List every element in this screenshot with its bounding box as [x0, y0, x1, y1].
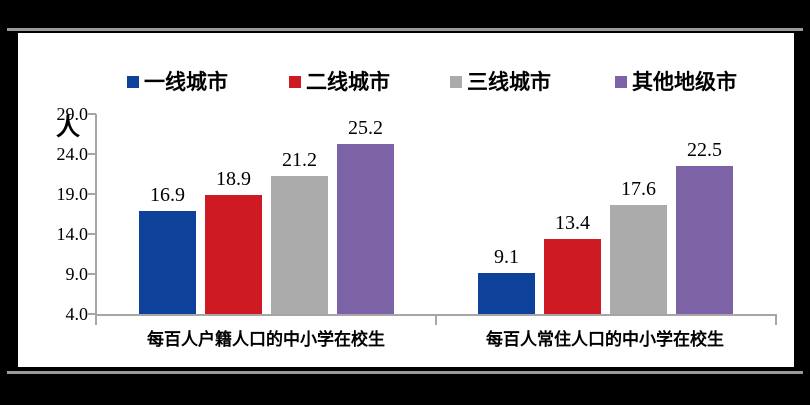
- y-tick-label: 9.0: [65, 264, 89, 284]
- y-tick-label: 29.0: [56, 104, 89, 124]
- y-tick-label: 4.0: [65, 304, 89, 324]
- legend-swatch: [450, 76, 462, 88]
- bar: [478, 273, 535, 314]
- y-tick-mark: [88, 233, 96, 235]
- chart-panel: 人 一线城市 二线城市 三线城市 其他地级市 29.0 24.0 19.0 14.0 9.0 4…: [18, 33, 794, 367]
- bar-value-label: 9.1: [494, 246, 519, 268]
- bar: [139, 211, 196, 314]
- bar: [676, 166, 733, 314]
- bar-value-label: 17.6: [621, 178, 656, 200]
- bar: [610, 205, 667, 314]
- y-tick-label: 24.0: [56, 144, 89, 164]
- y-axis-unit-label: 人: [56, 115, 80, 141]
- legend-item: 二线城市: [289, 69, 390, 95]
- y-tick-label: 14.0: [56, 224, 89, 244]
- legend-label: 二线城市: [306, 70, 390, 94]
- y-tick-mark: [88, 273, 96, 275]
- bar-value-label: 16.9: [150, 184, 185, 206]
- bar: [271, 176, 328, 314]
- bar: [337, 144, 394, 314]
- legend-label: 一线城市: [144, 70, 228, 94]
- bar: [544, 239, 601, 314]
- x-tick-mark: [95, 314, 97, 325]
- bar-value-label: 22.5: [687, 139, 722, 161]
- legend-swatch: [127, 76, 139, 88]
- y-tick-mark: [88, 193, 96, 195]
- category-label: 每百人常住人口的中小学在校生: [486, 330, 724, 349]
- legend-label: 其他地级市: [632, 70, 737, 94]
- legend-item: 其他地级市: [615, 69, 737, 95]
- legend-label: 三线城市: [467, 70, 551, 94]
- legend-item: 三线城市: [450, 69, 551, 95]
- bar-value-label: 18.9: [216, 168, 251, 190]
- bottom-rule: [7, 371, 803, 374]
- bar: [205, 195, 262, 314]
- bar-value-label: 13.4: [555, 212, 590, 234]
- category-label: 每百人户籍人口的中小学在校生: [147, 330, 385, 349]
- y-axis-line: [95, 114, 97, 316]
- y-tick-mark: [88, 113, 96, 115]
- x-tick-mark: [775, 314, 777, 325]
- legend-swatch: [289, 76, 301, 88]
- y-tick-label: 19.0: [56, 184, 89, 204]
- y-tick-mark: [88, 313, 96, 315]
- legend-swatch: [615, 76, 627, 88]
- x-tick-mark: [435, 314, 437, 325]
- bar-value-label: 25.2: [348, 117, 383, 139]
- top-rule: [7, 28, 803, 31]
- y-tick-mark: [88, 153, 96, 155]
- bar-value-label: 21.2: [282, 149, 317, 171]
- legend-item: 一线城市: [127, 69, 228, 95]
